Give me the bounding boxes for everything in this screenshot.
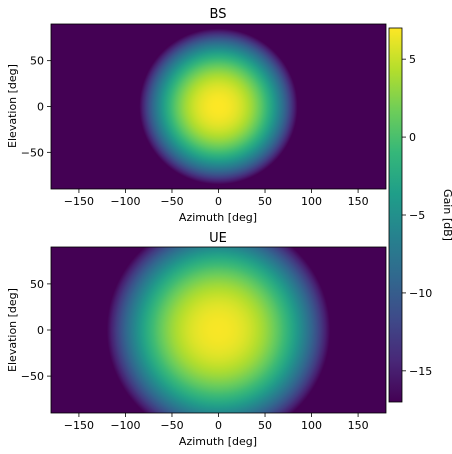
bs-y-ticks: −50 0 50 (21, 55, 51, 159)
x-tick-label: 150 (348, 195, 369, 208)
y-tick-label: 0 (37, 324, 44, 337)
y-tick-label: 0 (37, 101, 44, 114)
x-tick-label: −100 (110, 195, 140, 208)
colorbar-label: Gain [dB] (441, 189, 452, 241)
x-tick-label: 50 (258, 419, 272, 432)
gain-pattern (106, 247, 331, 413)
bs-xlabel: Azimuth [deg] (179, 211, 257, 224)
bs-heatmap (51, 24, 386, 189)
x-tick-label: −150 (64, 195, 94, 208)
ue-y-ticks: −50 0 50 (21, 278, 51, 383)
x-tick-label: 150 (348, 419, 369, 432)
gain-pattern (139, 28, 298, 185)
bs-title: BS (210, 7, 227, 22)
bs-panel: BS −150 −100 −50 0 50 100 150 −50 0 50 Azimuth [… (6, 7, 387, 224)
x-tick-label: 0 (215, 419, 222, 432)
bs-ylabel: Elevation [deg] (6, 64, 19, 148)
colorbar-tick-label: −10 (409, 287, 432, 300)
ue-title: UE (209, 231, 227, 246)
x-tick-label: −50 (160, 419, 183, 432)
colorbar-ticks: 5 0 −5 −10 −15 (402, 53, 432, 378)
bs-x-ticks: −150 −100 −50 0 50 100 150 (64, 189, 369, 208)
ue-heatmap (51, 247, 386, 413)
colorbar: 5 0 −5 −10 −15 Gain [dB] (388, 27, 452, 403)
ue-x-ticks: −150 −100 −50 0 50 100 150 (64, 413, 369, 432)
x-tick-label: −100 (110, 419, 140, 432)
colorbar-tick-label: 5 (409, 53, 416, 66)
ue-panel: UE −150 −100 −50 0 50 100 150 −50 0 50 Azimuth [… (6, 231, 387, 448)
y-tick-label: 50 (30, 55, 44, 68)
colorbar-tick-label: −5 (409, 209, 425, 222)
y-tick-label: 50 (30, 278, 44, 291)
x-tick-label: 50 (258, 195, 272, 208)
x-tick-label: 100 (301, 419, 322, 432)
ue-xlabel: Azimuth [deg] (179, 435, 257, 448)
colorbar-tick-label: 0 (409, 131, 416, 144)
x-tick-label: 100 (301, 195, 322, 208)
colorbar-tick-label: −15 (409, 365, 432, 378)
ue-ylabel: Elevation [deg] (6, 288, 19, 372)
x-tick-label: −50 (160, 195, 183, 208)
y-tick-label: −50 (21, 146, 44, 159)
y-tick-label: −50 (21, 370, 44, 383)
x-tick-label: −150 (64, 419, 94, 432)
x-tick-label: 0 (215, 195, 222, 208)
colorbar-gradient (389, 28, 402, 402)
